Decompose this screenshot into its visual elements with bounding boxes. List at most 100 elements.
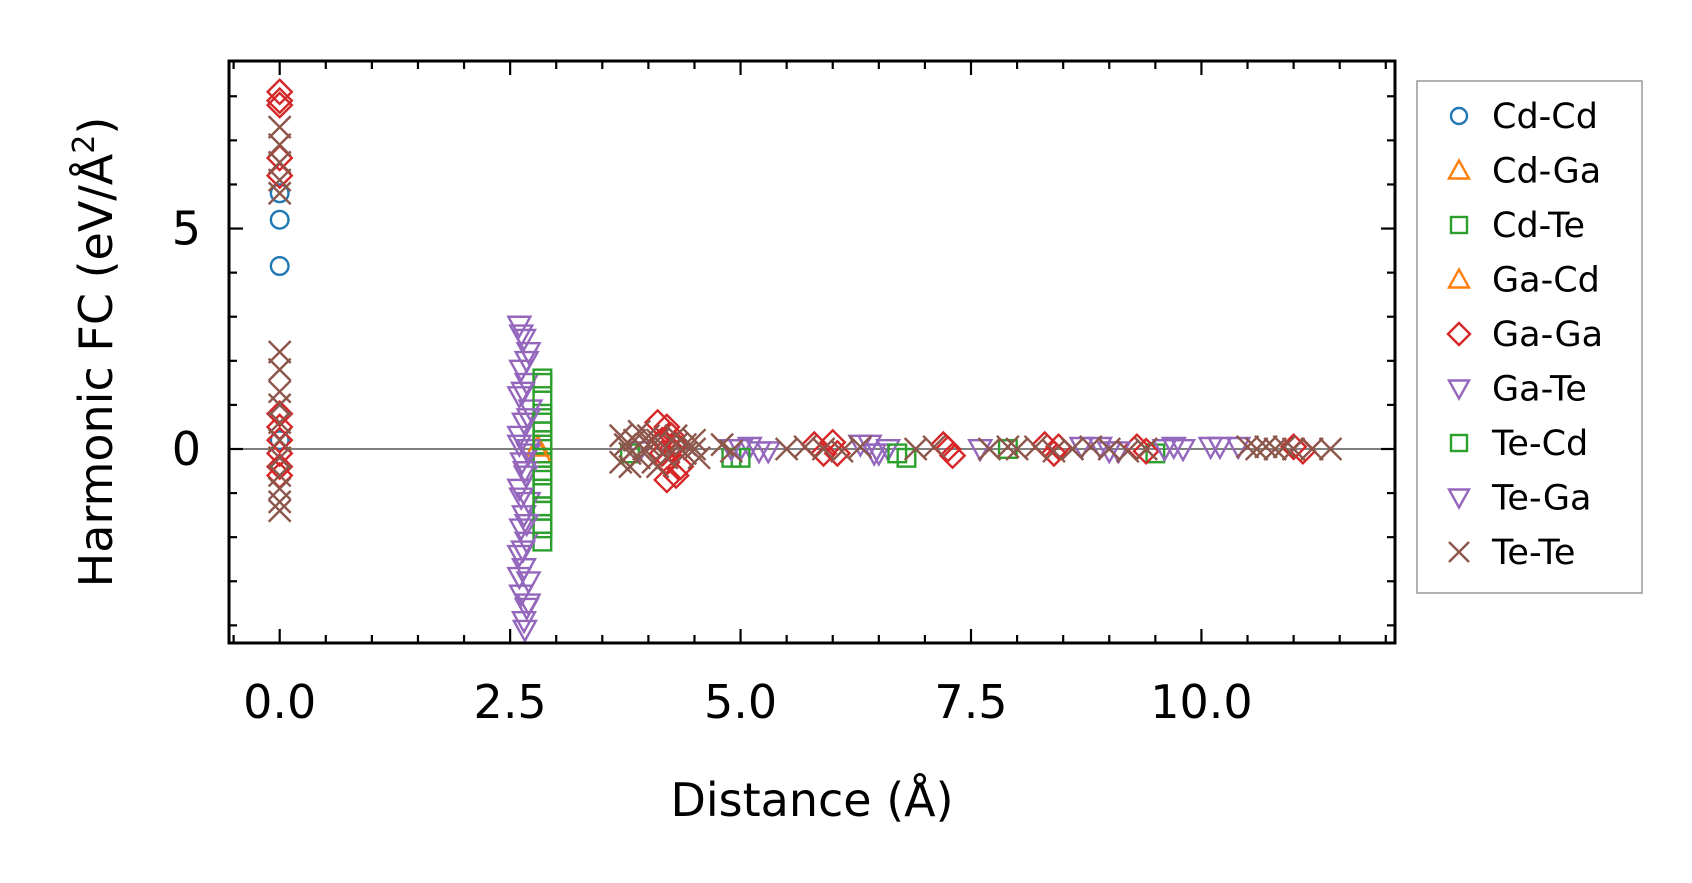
data-point [267, 393, 292, 417]
data-point [267, 357, 292, 382]
data-point [265, 452, 294, 481]
data-point [996, 434, 1020, 459]
data-point [809, 439, 838, 468]
data-point [618, 454, 642, 479]
data-point [532, 478, 553, 499]
plot-area-frame [227, 59, 1397, 645]
data-point [636, 432, 661, 457]
data-point [509, 540, 537, 564]
y-axis-title-end: ) [69, 117, 123, 135]
data-point [269, 256, 290, 277]
x-tick-label: 2.5 [474, 675, 547, 729]
data-point [265, 426, 294, 454]
legend: Cd-Cd Cd-Ga Cd-Te Ga-Cd Ga-Ga Ga-Te Te-Cd Te-Ga… [1416, 80, 1643, 594]
data-point [1023, 434, 1048, 459]
data-point [511, 461, 538, 485]
data-point [267, 115, 292, 139]
data-point [718, 439, 745, 463]
data-point [267, 181, 292, 206]
data-point [512, 465, 539, 489]
y-axis-title-main: Harmonic FC (eV/Å [69, 153, 123, 587]
x-tick-label: 7.5 [934, 675, 1007, 729]
data-point [1134, 437, 1158, 461]
legend-label: Cd-Te [1492, 206, 1585, 246]
legend-label: Te-Cd [1491, 424, 1588, 464]
data-point [830, 439, 854, 464]
legend-item: Te-Ga [1446, 479, 1591, 519]
data-point [267, 476, 292, 501]
legend-item: Te-Cd [1449, 424, 1588, 464]
data-point [267, 379, 292, 404]
data-point [511, 619, 538, 643]
data-point [510, 412, 537, 437]
data-point [662, 461, 690, 490]
data-point [508, 324, 535, 348]
data-point [513, 513, 540, 538]
legend-label: Ga-Cd [1492, 261, 1600, 301]
legend-marker [1446, 379, 1472, 401]
data-point [265, 78, 294, 106]
data-point [506, 434, 533, 459]
data-point [267, 132, 292, 157]
data-point [1300, 437, 1324, 461]
series-ga-te [506, 315, 1252, 635]
data-point [1263, 437, 1288, 461]
y-tick-label: 0 [172, 422, 201, 476]
legend-marker [1449, 106, 1469, 126]
series-cd-te [532, 368, 1166, 552]
data-point [267, 490, 292, 514]
x-tick-label: 5.0 [704, 675, 777, 729]
data-point [1281, 437, 1306, 461]
data-point [267, 498, 292, 523]
data-point [1132, 437, 1160, 466]
data-point [1151, 439, 1178, 463]
data-point [938, 441, 967, 470]
data-point [509, 381, 537, 406]
x-tick-label: 10.0 [1150, 675, 1252, 729]
data-point [755, 441, 782, 465]
data-point [653, 466, 681, 494]
y-tick-label: 5 [172, 202, 201, 256]
legend-item: Cd-Ga [1446, 152, 1601, 192]
data-point [515, 593, 542, 617]
data-point [267, 463, 292, 488]
data-point [532, 390, 553, 411]
data-point [818, 428, 847, 457]
data-point [653, 413, 681, 441]
data-point [269, 209, 290, 230]
legend-item: Cd-Cd [1449, 97, 1598, 137]
series-ga-ga [265, 78, 1317, 494]
data-point [1279, 432, 1308, 461]
data-point [1254, 434, 1278, 459]
data-point [719, 439, 744, 464]
y-axis-title-superscript: 2 [67, 135, 102, 154]
legend-marker [1449, 215, 1469, 235]
data-point [1197, 436, 1224, 461]
legend-label: Ga-Te [1492, 370, 1587, 410]
data-point [265, 86, 294, 115]
legend-item: Cd-Te [1449, 206, 1585, 246]
legend-marker [1446, 488, 1472, 510]
data-point [1040, 439, 1068, 468]
legend-marker [1446, 158, 1472, 180]
data-point [267, 410, 292, 435]
x-tick-label: 0.0 [243, 675, 316, 729]
legend-item: Ga-Te [1446, 370, 1587, 410]
legend-label: Cd-Ga [1492, 152, 1601, 192]
legend-marker [1446, 267, 1472, 289]
data-point [532, 430, 553, 451]
data-point [645, 454, 670, 479]
data-point [1169, 439, 1197, 463]
data-point [508, 487, 535, 511]
data-point [887, 443, 908, 464]
data-point [269, 183, 290, 204]
data-point [269, 430, 290, 451]
series-te-te [267, 115, 1343, 523]
legend-marker [1446, 321, 1472, 347]
legend-label: Te-Te [1491, 533, 1575, 573]
data-point [267, 445, 292, 470]
data-point [267, 150, 292, 175]
series-cd-cd [269, 183, 290, 451]
data-point [508, 518, 535, 542]
